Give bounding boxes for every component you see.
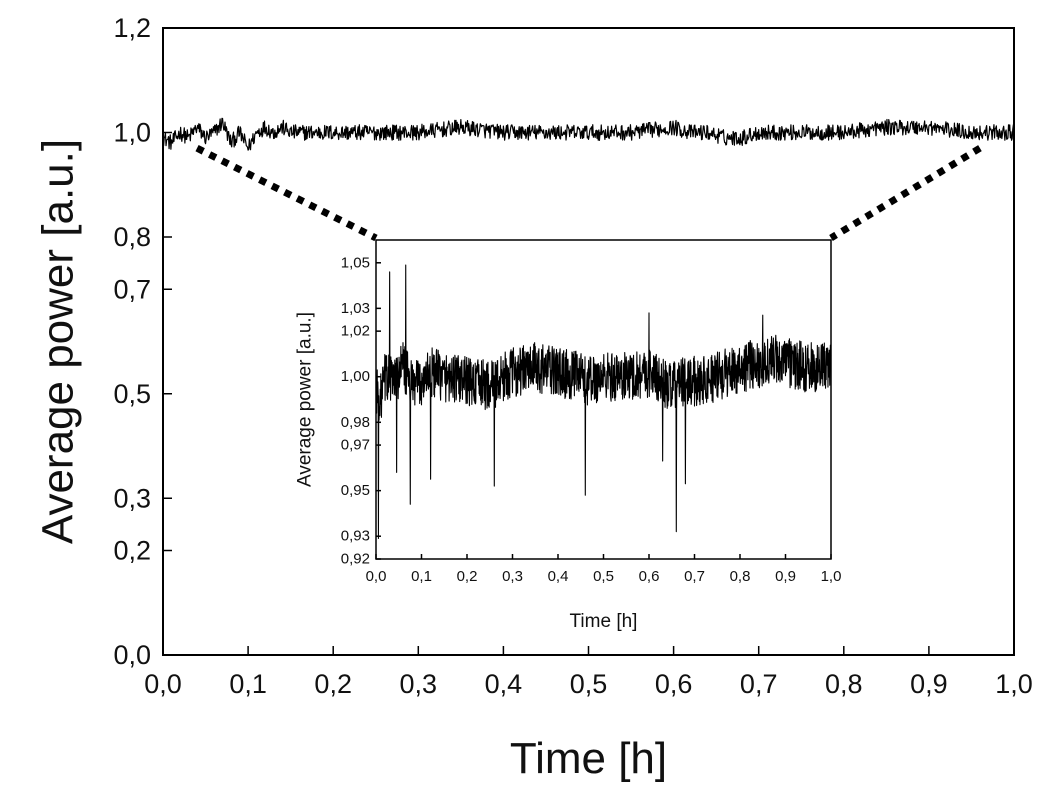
- main-x-tick-labels: 0,0 0,1 0,2 0,3 0,4 0,5 0,6 0,7 0,8 0,9 1,0: [144, 669, 1033, 699]
- inset-background: [376, 240, 831, 559]
- y-tick-label: 0,0: [113, 640, 151, 670]
- x-tick-label: 0,3: [400, 669, 438, 699]
- y-tick-label: 1,02: [341, 323, 370, 340]
- y-tick-label: 1,2: [113, 13, 151, 43]
- inset-y-axis-title: Average power [a.u.]: [295, 312, 316, 487]
- inset-x-axis-title: Time [h]: [570, 611, 638, 632]
- main-chart: 0,0 0,1 0,2 0,3 0,4 0,5 0,6 0,7 0,8 0,9 1,0 0,0 0,2…: [34, 13, 1033, 783]
- main-y-axis-title: Average power [a.u.]: [34, 139, 83, 544]
- x-tick-label: 0,1: [229, 669, 267, 699]
- y-tick-label: 0,7: [113, 274, 151, 304]
- inset-data-series: [375, 264, 832, 540]
- x-tick-label: 0,3: [502, 568, 523, 585]
- x-tick-label: 0,8: [825, 669, 863, 699]
- x-tick-label: 0,7: [740, 669, 778, 699]
- x-tick-label: 0,2: [314, 669, 352, 699]
- y-tick-label: 1,0: [113, 118, 151, 148]
- x-tick-label: 0,9: [910, 669, 948, 699]
- y-tick-label: 0,5: [113, 379, 151, 409]
- y-tick-label: 1,00: [341, 368, 370, 385]
- main-plot-frame: [162, 27, 1015, 656]
- x-tick-label: 1,0: [821, 568, 842, 585]
- y-tick-label: 0,92: [341, 551, 370, 568]
- inset-plot-frame: [375, 239, 832, 560]
- main-x-axis-title: Time [h]: [510, 734, 667, 783]
- x-tick-label: 0,6: [655, 669, 693, 699]
- x-tick-label: 0,8: [730, 568, 751, 585]
- x-tick-label: 0,0: [144, 669, 182, 699]
- x-tick-label: 0,4: [548, 568, 569, 585]
- y-tick-label: 0,3: [113, 483, 151, 513]
- inset-chart: 0,0 0,1 0,2 0,3 0,4 0,5 0,6 0,7 0,8 0,9 1,0 0,920,…: [295, 239, 842, 632]
- x-tick-label: 0,4: [485, 669, 523, 699]
- x-tick-label: 1,0: [995, 669, 1033, 699]
- y-tick-label: 0,97: [341, 437, 370, 454]
- x-tick-label: 0,9: [775, 568, 796, 585]
- y-tick-label: 1,03: [341, 300, 370, 317]
- x-tick-label: 0,2: [457, 568, 478, 585]
- x-tick-label: 0,1: [411, 568, 432, 585]
- y-tick-label: 1,05: [341, 254, 370, 271]
- zoom-line: [829, 145, 982, 241]
- main-data-series: [162, 117, 1015, 151]
- series-line: [162, 117, 1015, 151]
- main-y-tick-labels: 0,0 0,2 0,3 0,5 0,7 0,8 1,0 1,2: [113, 13, 151, 670]
- y-tick-label: 0,2: [113, 536, 151, 566]
- series-line: [375, 264, 832, 540]
- y-tick-label: 0,95: [341, 482, 370, 499]
- x-tick-label: 0,0: [366, 568, 387, 585]
- x-tick-label: 0,7: [684, 568, 705, 585]
- x-tick-label: 0,5: [593, 568, 614, 585]
- zoom-line: [195, 145, 378, 242]
- inset-y-tick-labels: 0,92 0,93 0,95 0,97 0,98 1,00 1,02 1,03 1,05: [341, 254, 370, 567]
- y-tick-label: 0,93: [341, 528, 370, 545]
- x-tick-label: 0,6: [639, 568, 660, 585]
- zoom-indicator-lines: [195, 145, 982, 242]
- inset-x-tick-labels: 0,0 0,1 0,2 0,3 0,4 0,5 0,6 0,7 0,8 0,9 1,0: [366, 568, 842, 585]
- y-tick-label: 0,8: [113, 222, 151, 252]
- x-tick-label: 0,5: [570, 669, 608, 699]
- y-tick-label: 0,98: [341, 414, 370, 431]
